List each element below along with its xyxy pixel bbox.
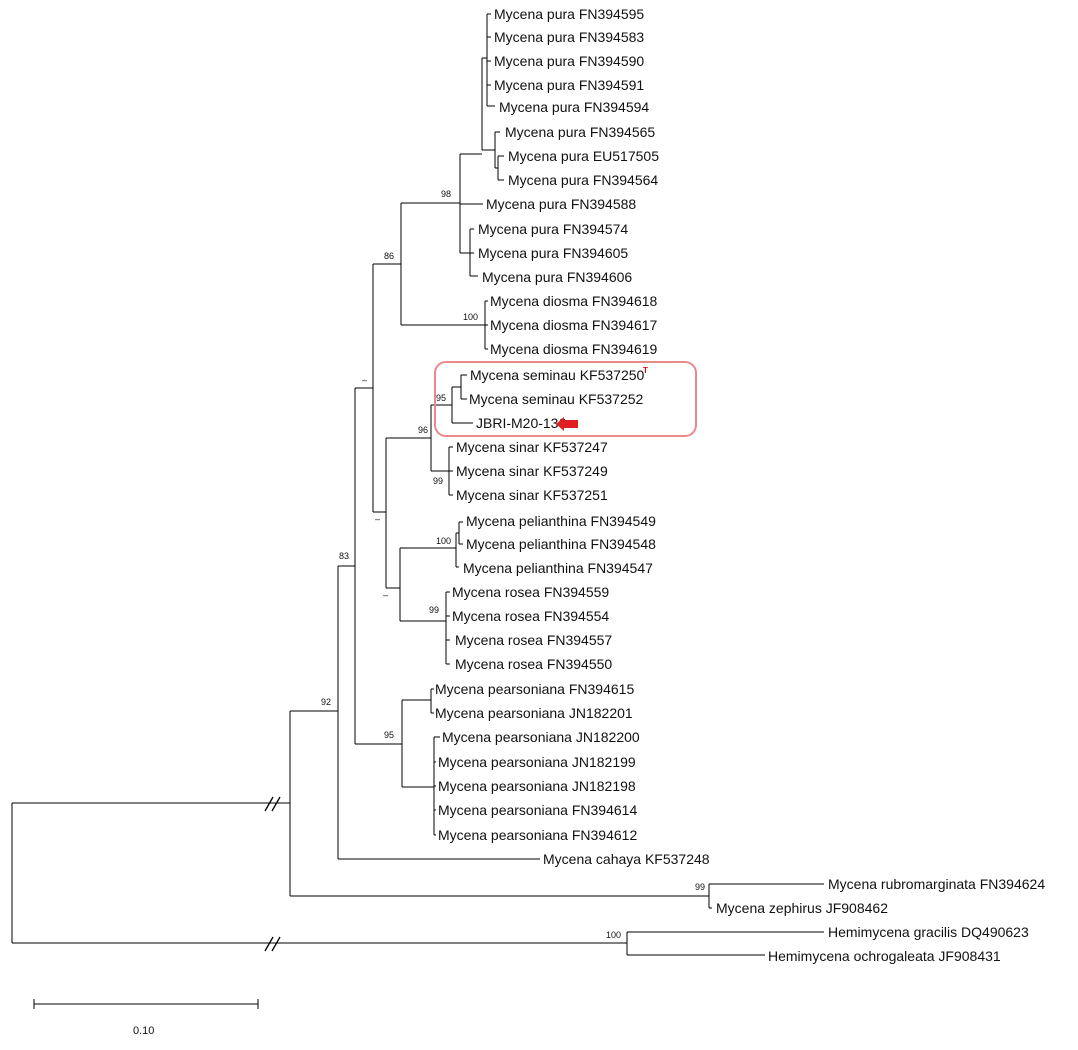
taxon-label: Mycena rubromarginata FN394624 [828, 876, 1045, 892]
taxon-label: Mycena pelianthina FN394549 [466, 513, 656, 529]
tree-branches [11, 13, 824, 956]
branch-break-mark [271, 936, 281, 952]
support-value: 100 [606, 930, 621, 940]
unsupported-mark: – [362, 375, 367, 385]
taxon-labels: Mycena pura FN394595 Mycena pura FN39458… [435, 6, 1045, 964]
taxon-label: Hemimycena gracilis DQ490623 [828, 924, 1029, 940]
taxon-label: Mycena rosea FN394554 [452, 608, 609, 624]
support-value: 86 [384, 251, 394, 261]
taxon-label: Mycena pura FN394594 [499, 99, 649, 115]
taxon-label: Mycena pearsoniana JN182201 [435, 705, 633, 721]
support-value: 99 [429, 605, 439, 615]
taxon-label: Mycena seminau KF537250 [470, 367, 645, 383]
taxon-label: Mycena pura FN394565 [505, 124, 655, 140]
taxon-label: Mycena rosea FN394559 [452, 584, 609, 600]
support-value: 92 [321, 697, 331, 707]
support-values: 98 86 100 95 96 99 100 99 95 83 92 99 10… [321, 189, 705, 940]
branch-break-marks [264, 796, 281, 952]
taxon-label: Mycena pura FN394588 [486, 196, 636, 212]
taxon-label: Mycena sinar KF537247 [456, 439, 608, 455]
branch-break-mark [271, 796, 281, 812]
taxon-label: Mycena pura FN394574 [478, 221, 628, 237]
taxon-label: Mycena sinar KF537249 [456, 463, 608, 479]
taxon-label: Mycena pelianthina FN394547 [463, 560, 653, 576]
taxon-label: Mycena pearsoniana FN394612 [438, 827, 637, 843]
scale-bar-label: 0.10 [133, 1025, 154, 1037]
taxon-label: Mycena pelianthina FN394548 [466, 536, 656, 552]
unsupported-mark: – [375, 514, 380, 524]
taxon-label: Mycena pura FN394605 [478, 245, 628, 261]
taxon-label: Mycena diosma FN394617 [490, 317, 658, 333]
taxon-label: Mycena pearsoniana FN394614 [438, 802, 637, 818]
taxon-label: Mycena rosea FN394557 [455, 632, 612, 648]
support-value: 98 [441, 189, 451, 199]
support-value: 99 [433, 476, 443, 486]
taxon-label: Mycena cahaya KF537248 [543, 851, 710, 867]
support-value: 100 [463, 312, 478, 322]
unsupported-mark: – [383, 590, 388, 600]
taxon-label: Mycena pura FN394591 [494, 77, 644, 93]
branch-break-mark [264, 796, 274, 812]
taxon-label: Mycena pearsoniana FN394615 [435, 681, 634, 697]
taxon-label: Mycena seminau KF537252 [469, 391, 644, 407]
taxon-label: Hemimycena ochrogaleata JF908431 [768, 948, 1001, 964]
taxon-label: Mycena pearsoniana JN182198 [438, 778, 636, 794]
support-value: 100 [436, 536, 451, 546]
taxon-label: Mycena pura FN394564 [508, 172, 658, 188]
taxon-label: Mycena diosma FN394618 [490, 293, 658, 309]
highlight-box [434, 361, 697, 437]
support-value: 83 [339, 551, 349, 561]
type-strain-marker: T [643, 366, 648, 375]
taxon-label: Mycena pearsoniana JN182200 [442, 729, 640, 745]
taxon-label: Mycena pura FN394583 [494, 29, 644, 45]
support-value: 95 [384, 730, 394, 740]
branch-break-mark [264, 936, 274, 952]
support-value: 99 [695, 882, 705, 892]
support-value: 95 [436, 393, 446, 403]
taxon-label: JBRI-M20-136 [476, 415, 566, 431]
taxon-label: Mycena pearsoniana JN182199 [438, 754, 636, 770]
taxon-label: Mycena diosma FN394619 [490, 341, 658, 357]
taxon-label: Mycena sinar KF537251 [456, 487, 608, 503]
arrow-icon [556, 417, 578, 431]
scale-bar: 0.10 [33, 999, 259, 1037]
taxon-label: Mycena pura FN394595 [494, 6, 644, 22]
taxon-label: Mycena pura FN394606 [482, 269, 632, 285]
taxon-label: Mycena rosea FN394550 [455, 656, 612, 672]
taxon-label: Mycena zephirus JF908462 [716, 900, 888, 916]
support-value: 96 [418, 425, 428, 435]
taxon-label: Mycena pura EU517505 [508, 148, 659, 164]
taxon-label: Mycena pura FN394590 [494, 53, 644, 69]
